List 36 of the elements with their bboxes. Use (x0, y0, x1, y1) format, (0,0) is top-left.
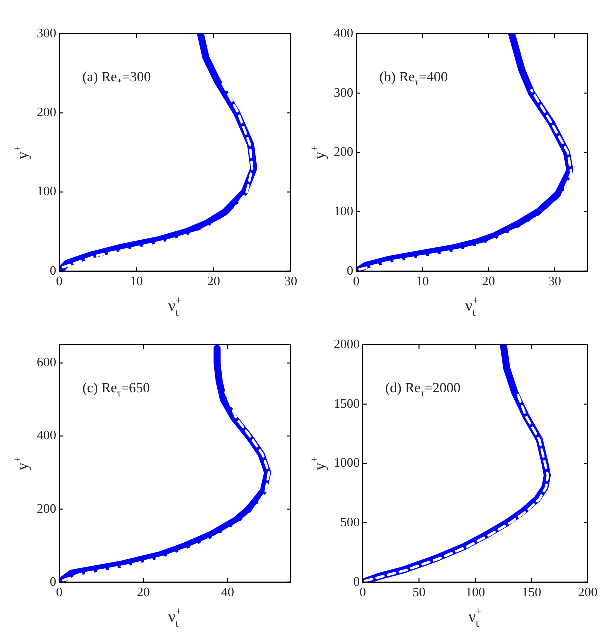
y-tick-label: 500 (340, 514, 360, 530)
x-tick-label: 150 (522, 584, 542, 600)
y-tick-label: 1500 (334, 396, 360, 411)
y-tick-label: 100 (334, 203, 354, 218)
y-tick-label: 400 (37, 428, 56, 443)
y-tick-label: 300 (37, 25, 56, 40)
y-tick-label: 600 (37, 354, 56, 370)
x-tick-label: 50 (412, 584, 426, 600)
y-tick-label: 400 (334, 25, 354, 40)
x-tick-label: 10 (130, 274, 144, 289)
annotation: (a) Re*=300 (82, 70, 152, 89)
x-tick-label: 40 (221, 584, 234, 600)
x-tick-label: 200 (578, 584, 598, 600)
y-axis-title: y+ (308, 456, 329, 471)
x-tick-label: 10 (416, 274, 430, 289)
y-tick-label: 200 (37, 500, 56, 516)
y-tick-label: 2000 (334, 336, 360, 352)
x-tick-label: 20 (482, 274, 496, 289)
line-series (358, 89, 573, 271)
x-tick-label: 100 (466, 584, 486, 600)
y-axis-title: y+ (12, 456, 32, 471)
y-axis-title: y+ (12, 146, 32, 160)
y-tick-label: 1000 (334, 455, 360, 470)
y-tick-label: 0 (347, 262, 354, 278)
x-tick-label: 20 (137, 584, 150, 600)
y-tick-label: 200 (334, 144, 354, 160)
y-tick-label: 0 (354, 574, 360, 589)
y-tick-label: 0 (50, 262, 56, 278)
y-tick-label: 200 (37, 104, 56, 120)
x-tick-label: 30 (548, 274, 562, 289)
x-tick-label: 20 (207, 274, 220, 289)
y-tick-label: 100 (37, 184, 56, 199)
y-tick-label: 300 (334, 84, 354, 100)
y-axis-title: y+ (308, 146, 329, 160)
x-tick-label: 30 (284, 274, 298, 289)
y-tick-label: 0 (50, 574, 56, 589)
